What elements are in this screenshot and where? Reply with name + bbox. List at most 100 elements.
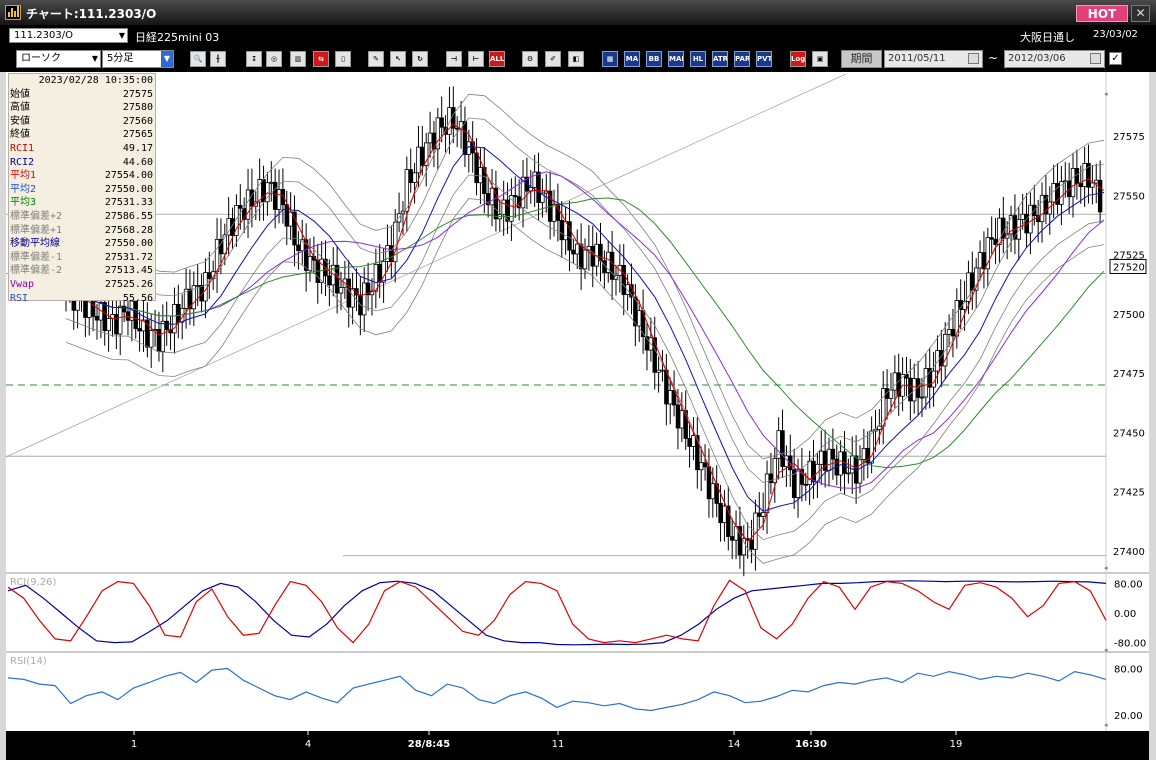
mae-button[interactable]: MAE [668,51,684,67]
calendar-icon[interactable] [968,53,979,64]
candle-body [962,300,967,310]
period-checkbox[interactable]: ✓ [1109,52,1122,65]
info-value: 27554.00 [104,170,153,182]
bollinger-band-upper1-line [65,117,1105,484]
moving-average-1-line [65,123,1105,543]
window-icon[interactable]: ▣ [812,51,828,67]
candle-body [981,252,987,270]
calendar-icon[interactable] [1090,53,1101,64]
scroll-arrow-icon: ◂ [1104,90,1108,98]
hl-button[interactable]: HL [690,51,706,67]
close-button[interactable]: ✕ [1131,5,1150,22]
candle-body [757,512,762,517]
rci-tick-label: 0.00 [1114,609,1136,620]
date-to-field[interactable]: 2012/03/06 [1004,50,1105,68]
candle-body [234,205,239,237]
ma-button[interactable]: MA [624,51,640,67]
candle-body [799,468,805,485]
candle-body [946,328,952,335]
candle-body [555,203,561,221]
chart-type-select[interactable]: ローソク ▼ [16,50,101,68]
candle-body [621,265,626,295]
candle-body [536,171,541,203]
candle-body [137,328,142,332]
candle-body [760,512,766,517]
info-row: 始値 27575 [9,88,155,102]
candle-body [888,389,894,399]
candle-body [272,181,278,210]
candle-body [1094,179,1099,184]
compare-icon[interactable]: ⇆ [313,51,329,67]
cursor-icon[interactable]: ╫ [210,51,226,67]
candle-body [164,320,169,331]
candle-body [668,390,673,405]
candle-body [691,435,696,447]
bb-button[interactable]: BB [646,51,662,67]
edit-icon[interactable]: ✐ [545,51,561,67]
candle-body [695,435,700,471]
info-value: 27525.26 [104,278,153,290]
candle-body [1059,181,1064,205]
window-title-bar: チャート:111.2303/O HOT ✕ [0,0,1156,26]
select-icon[interactable]: ↖ [390,51,406,67]
candle-body [803,483,808,486]
candle-body [327,275,332,286]
candle-body [1028,204,1033,234]
symbol-select[interactable]: 111.2303/O ▼ [9,28,128,43]
candle-body [559,220,564,241]
price-chart[interactable]: 27575 27550 27525 27500 27475 27450 27425 27400… [6,72,1149,760]
interval-value: 5分足 [107,53,134,64]
info-value: 27580 [122,102,153,114]
candle-body [381,261,386,283]
hot-button[interactable]: HOT [1076,5,1128,22]
time-tick-label: 16:30 [795,739,827,750]
tile-gap-icon[interactable]: ⊢ [468,51,484,67]
pen-icon[interactable]: ✎ [368,51,384,67]
rotate-icon[interactable]: ↻ [412,51,428,67]
info-label: 始値 [10,88,30,100]
candle-body [1078,183,1083,187]
candle-body [660,369,665,372]
candle-body [989,237,994,240]
draw-icon[interactable]: ↧ [246,51,262,67]
info-value: 27531.72 [104,251,153,263]
chevron-down-icon: ▼ [118,31,125,40]
candle-body [877,425,882,430]
candle-body [365,282,371,296]
log-button[interactable]: Log [790,51,806,67]
magnify-icon[interactable]: ◎ [266,51,282,67]
candle-body [729,536,735,541]
candle-body [826,448,832,471]
atr-button[interactable]: ATR [712,51,728,67]
time-tick-label: 1 [131,739,137,750]
info-row: 平均2 27550.00 [9,183,155,197]
period-label[interactable]: 期間 [841,50,882,68]
candle-body [702,462,708,468]
candle-body [838,451,843,476]
info-row: RCI2 44.60 [9,156,155,170]
candle-body [1082,163,1087,187]
all-button[interactable]: ALL [489,51,505,67]
zoom-icon[interactable]: 🔍 [190,51,206,67]
chart-area[interactable]: 27575 27550 27525 27500 27475 27450 27425 27400… [6,72,1149,760]
multi-indicator-icon[interactable]: ▦ [602,51,618,67]
price-tick-label: 27525 [1113,251,1145,262]
note-icon[interactable]: ▯ [335,51,351,67]
par-button[interactable]: PAR [734,51,750,67]
chevron-down-icon: ▼ [91,54,98,63]
palette-icon[interactable]: ◧ [568,51,584,67]
info-label: 標準偏差-1 [10,251,63,263]
info-value: 27513.45 [104,265,153,277]
tile-icon[interactable]: ⊣ [446,51,462,67]
interval-select[interactable]: 5分足 ▼ [102,50,174,68]
candle-body [795,468,801,498]
date-from-field[interactable]: 2011/05/11 [884,50,983,68]
info-value: 27560 [122,115,153,127]
bars-icon[interactable]: ▥ [290,51,306,67]
candle-body [520,176,526,209]
candle-body [210,271,216,280]
settings-icon[interactable]: ⚙ [522,51,538,67]
candle-body [261,179,266,203]
rci-panel-label: RCI(9,26) [10,577,57,588]
pvt-button[interactable]: PVT [756,51,772,67]
